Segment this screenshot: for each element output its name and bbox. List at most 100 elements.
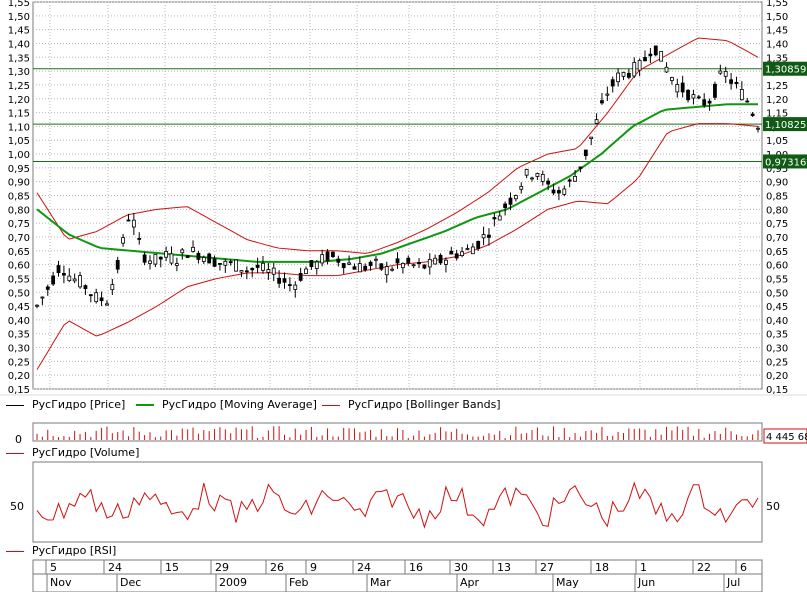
candle-body (255, 264, 260, 268)
candle-body (239, 270, 244, 273)
candle-body (680, 82, 685, 93)
candle-body (250, 267, 255, 271)
candle-body (632, 62, 637, 77)
candle-body (610, 79, 615, 87)
candle-body (621, 72, 626, 77)
y-tick-label: 1,50 (766, 12, 788, 23)
candle-body (411, 264, 416, 267)
candle-body (304, 268, 308, 274)
rsi-panel-frame (32, 461, 763, 543)
candle-body (374, 258, 378, 261)
volume-bars (36, 426, 759, 440)
candle-body (153, 254, 158, 265)
candle-body (352, 266, 357, 270)
candle-body (62, 273, 66, 276)
y-tick-label: 1,55 (8, 0, 30, 9)
y-tick-label: 0,35 (766, 330, 788, 341)
candle-body (573, 175, 577, 182)
price-legend-price-label: РусГидро [Price] (32, 398, 126, 411)
price-legend-bollinger: РусГидро [Bollinger Bands] (322, 398, 501, 411)
candle-body (180, 249, 185, 254)
candle-body (336, 258, 341, 263)
candle-body (115, 260, 120, 270)
candle-body (670, 77, 674, 81)
volume-legend: РусГидро [Volume] (6, 446, 139, 459)
volume-zero-label: 0 (15, 433, 22, 446)
y-tick-label: 0,40 (766, 316, 788, 327)
y-tick-label: 0,15 (8, 385, 30, 396)
month-label: May (556, 576, 579, 589)
y-tick-label: 0,30 (8, 344, 30, 355)
candle-body (277, 277, 282, 284)
y-tick-label: 0,70 (8, 233, 30, 244)
candle-body (476, 240, 481, 249)
rsi-legend-label: РусГидро [RSI] (32, 544, 117, 557)
candle-body (546, 180, 551, 185)
candle-body (390, 268, 395, 271)
month-label: Mar (370, 576, 391, 589)
candle-body (686, 89, 690, 101)
day-label: 27 (540, 561, 554, 574)
month-label: Apr (460, 576, 480, 589)
candle-body (207, 253, 212, 264)
candle-body (481, 234, 486, 239)
day-label: 15 (165, 561, 179, 574)
candle-body (427, 258, 432, 268)
candle-body (309, 260, 314, 268)
candle-body (449, 250, 454, 255)
candle-body (756, 127, 760, 130)
rsi-legend-swatch (6, 550, 24, 552)
day-label: 18 (595, 561, 609, 574)
candle-body (524, 169, 529, 176)
month-label: Nov (50, 576, 72, 589)
day-label: 9 (310, 561, 317, 574)
rsi-polyline (36, 481, 759, 529)
candle-body (438, 254, 443, 264)
candle-body (341, 263, 346, 269)
candle-body (503, 203, 508, 209)
y-tick-label: 1,00 (8, 150, 30, 161)
candle-body (729, 79, 733, 84)
candle-body (72, 278, 77, 282)
candle-body (589, 136, 594, 139)
price-legend-price: РусГидро [Price] (6, 398, 125, 411)
candle-body (196, 252, 201, 260)
candle-body (530, 177, 534, 180)
time-axis (32, 559, 763, 593)
price-legend-ma-label: РусГидро [Moving Average] (162, 398, 317, 411)
y-tick-label: 1,30 (8, 67, 30, 78)
y-tick-label: 1,35 (8, 53, 30, 64)
moving-average-line (36, 103, 758, 263)
candle-body (67, 275, 72, 281)
y-tick-label: 0,25 (766, 357, 788, 368)
candle-body (325, 251, 330, 262)
candle-body (142, 254, 147, 263)
candle-body (266, 269, 271, 273)
y-tick-label: 1,05 (8, 136, 30, 147)
candle-body (228, 261, 233, 264)
candle-body (347, 262, 351, 265)
price-legend-ma: РусГидро [Moving Average] (136, 398, 317, 411)
candle-body (578, 166, 583, 169)
price-y-axis-right: 0,15 0,20 0,25 0,30 0,35 0,40 0,45 0,50 0,55 0,60… (766, 0, 788, 396)
rsi-level-label-left: 50 (10, 500, 24, 513)
price-y-axis-left: 0,15 0,20 0,25 0,30 0,35 0,40 0,45 0,50 0,55 0,60… (8, 0, 30, 396)
y-tick-label: 1,45 (766, 26, 788, 37)
y-tick-label: 1,35 (766, 53, 788, 64)
price-panel-frame (32, 1, 763, 390)
candle-body (282, 278, 287, 283)
candle-body (105, 303, 109, 306)
level-badges: 1,30859 1,10825 0,97316 (763, 61, 807, 169)
candle-body (174, 263, 179, 266)
candle-body (271, 267, 276, 275)
candle-body (234, 259, 238, 272)
candle-body (718, 70, 723, 74)
candle-body (110, 284, 115, 291)
moving-average-polyline (36, 103, 758, 263)
y-tick-label: 0,70 (766, 233, 788, 244)
candle-body (293, 284, 298, 290)
day-label: 13 (497, 561, 511, 574)
day-label: 29 (215, 561, 229, 574)
candle-body (750, 113, 755, 116)
y-tick-label: 0,45 (8, 302, 30, 313)
